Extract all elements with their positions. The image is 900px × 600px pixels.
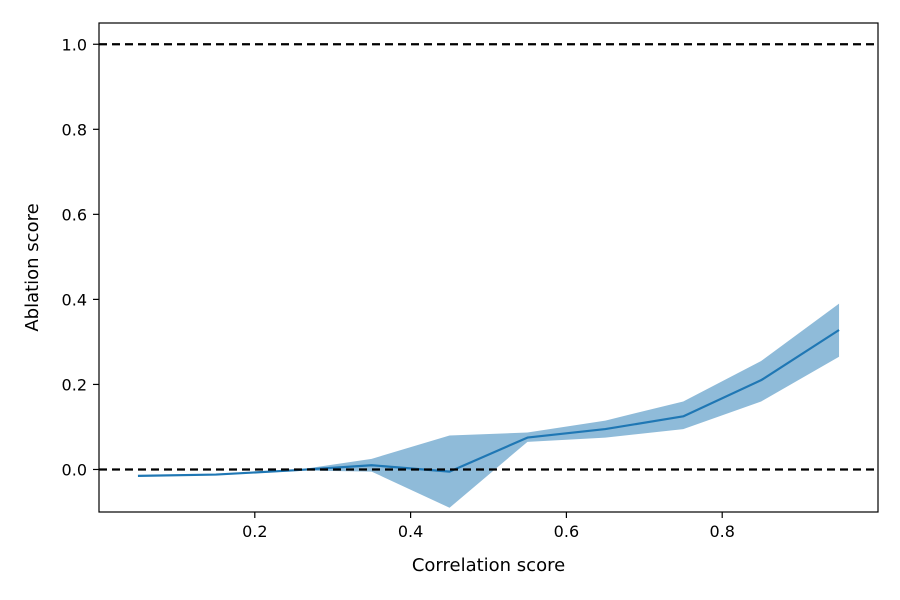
y-tick-label: 0.8 <box>62 120 87 139</box>
series-line-layer <box>137 329 840 477</box>
x-tick-label: 0.4 <box>398 522 423 541</box>
x-axis-ticks: 0.2 0.4 0.6 0.8 <box>242 512 735 541</box>
y-tick-label: 0.6 <box>62 205 87 224</box>
x-axis-label: Correlation score <box>412 555 565 576</box>
confidence-band <box>137 303 840 508</box>
reference-lines-layer <box>99 43 878 471</box>
x-tick-label: 0.6 <box>554 522 579 541</box>
y-tick-label: 0.0 <box>62 460 87 479</box>
y-tick-label: 1.0 <box>62 35 87 54</box>
y-axis-ticks: 0.0 0.2 0.4 0.6 0.8 1.0 <box>62 35 99 479</box>
y-axis-label: Ablation score <box>22 203 43 331</box>
series-line <box>137 329 840 477</box>
confidence-band-layer <box>137 303 840 508</box>
x-tick-label: 0.2 <box>242 522 267 541</box>
y-tick-label: 0.4 <box>62 290 87 309</box>
y-tick-label: 0.2 <box>62 375 87 394</box>
x-tick-label: 0.8 <box>709 522 734 541</box>
plot-area-frame <box>98 22 879 513</box>
